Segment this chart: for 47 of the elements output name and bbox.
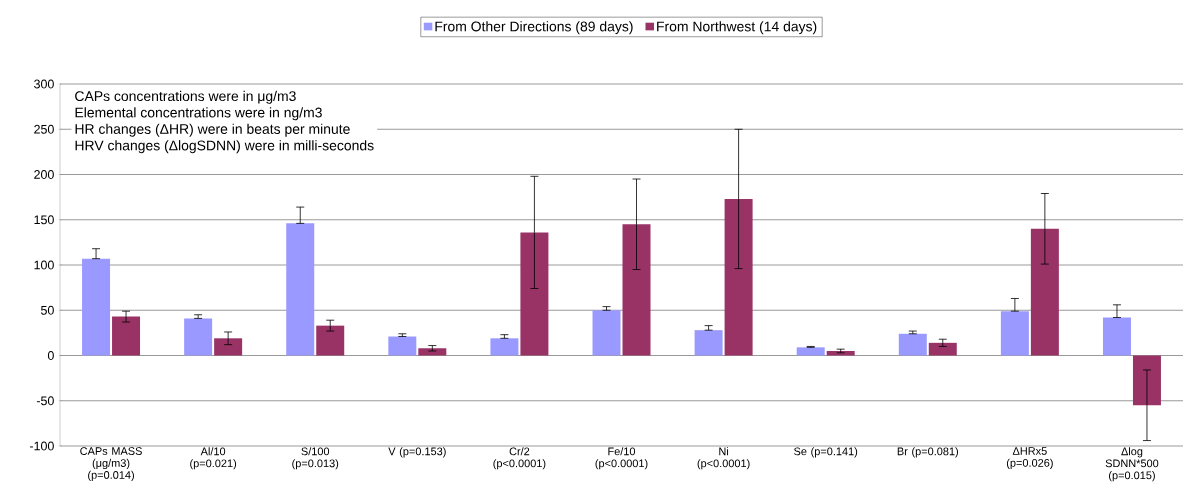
bar — [592, 310, 621, 356]
bar — [316, 325, 345, 356]
x-tick-label: CAPs MASS (μg/m3) (p=0.014) — [80, 447, 142, 482]
bar — [388, 336, 417, 356]
y-tick-label: -50 — [36, 396, 54, 406]
x-tick-label: Ni (p<0.0001) — [697, 447, 750, 470]
legend-label: From Northwest (14 days) — [657, 21, 817, 35]
bar — [796, 347, 825, 356]
x-tick-label: Δlog SDNN*500 (p=0.015) — [1105, 447, 1159, 482]
bar — [826, 350, 855, 356]
y-tick-label: -100 — [29, 441, 54, 451]
bar — [490, 338, 519, 356]
bar — [622, 224, 651, 356]
bar — [1030, 228, 1059, 356]
y-tick-label: 200 — [34, 170, 54, 179]
bar — [214, 338, 243, 356]
x-tick-label: ΔHRx5 (p=0.026) — [1006, 447, 1053, 469]
y-tick-label: 0 — [47, 351, 54, 360]
y-tick-label: 250 — [34, 124, 54, 134]
x-tick-label: Br (p=0.081) — [897, 447, 959, 458]
annotation: HRV changes (ΔlogSDNN) were in milli-seconds — [75, 140, 374, 154]
y-tick-label: 150 — [34, 215, 54, 225]
bar — [286, 223, 315, 356]
y-tick-label: 300 — [34, 79, 54, 89]
x-tick-label: Se (p=0.141) — [794, 447, 858, 458]
annotation: Elemental concentrations were in ng/m3 — [75, 107, 322, 121]
annotation: HR changes (ΔHR) were in beats per minute — [75, 123, 350, 137]
bar — [520, 232, 549, 356]
bar — [928, 342, 957, 356]
y-tick-label: 50 — [41, 305, 54, 315]
bar — [898, 333, 927, 356]
legend-label: From Other Directions (89 days) — [435, 21, 633, 35]
bar — [1000, 311, 1029, 356]
annotation: CAPs concentrations were in μg/m3 — [75, 90, 296, 104]
bar — [1102, 317, 1131, 356]
x-tick-label: V (p=0.153) — [388, 447, 446, 458]
bar — [694, 330, 723, 356]
y-tick-label: 100 — [34, 260, 54, 270]
bar — [724, 198, 753, 356]
x-tick-label: Cr/2 (p<0.0001) — [493, 447, 546, 470]
x-tick-label: Al/10 (p=0.021) — [190, 447, 237, 470]
bar — [82, 258, 111, 356]
x-tick-label: Fe/10 (p<0.0001) — [595, 447, 648, 470]
bar — [184, 318, 213, 356]
bar — [418, 348, 447, 356]
x-tick-label: S/100 (p=0.013) — [292, 447, 339, 470]
bar — [112, 316, 141, 356]
